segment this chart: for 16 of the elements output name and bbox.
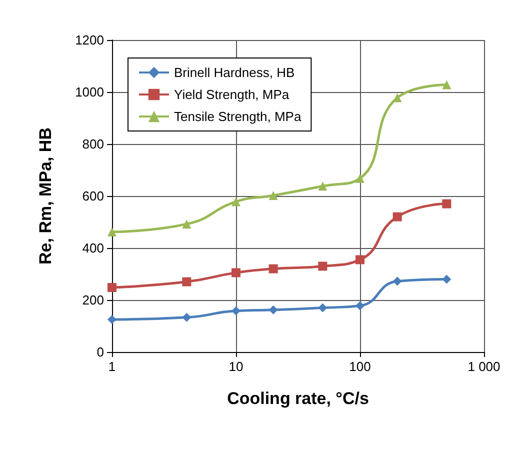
y-tick-label: 200	[82, 292, 104, 308]
x-axis-title: Cooling rate, °C/s	[227, 389, 369, 408]
legend-label: Yield Strength, MPa	[174, 87, 290, 102]
legend-label: Tensile Strength, MPa	[174, 109, 302, 124]
y-tick-label: 1000	[75, 84, 104, 100]
y-tick-label: 600	[82, 188, 104, 204]
x-tick-label: 10	[228, 359, 244, 374]
y-axis-title: Re, Rm, MPa, HB	[36, 128, 55, 264]
y-tick-label: 400	[82, 240, 104, 256]
x-tick-label: 1 000	[468, 359, 500, 374]
legend-label: Brinell Hardness, HB	[174, 65, 295, 80]
y-tick-label: 0	[96, 344, 104, 360]
x-tick-label: 100	[349, 359, 371, 374]
y-tick-label: 1200	[75, 32, 104, 48]
x-tick-label: 1	[108, 359, 116, 374]
y-tick-label: 800	[82, 136, 104, 152]
